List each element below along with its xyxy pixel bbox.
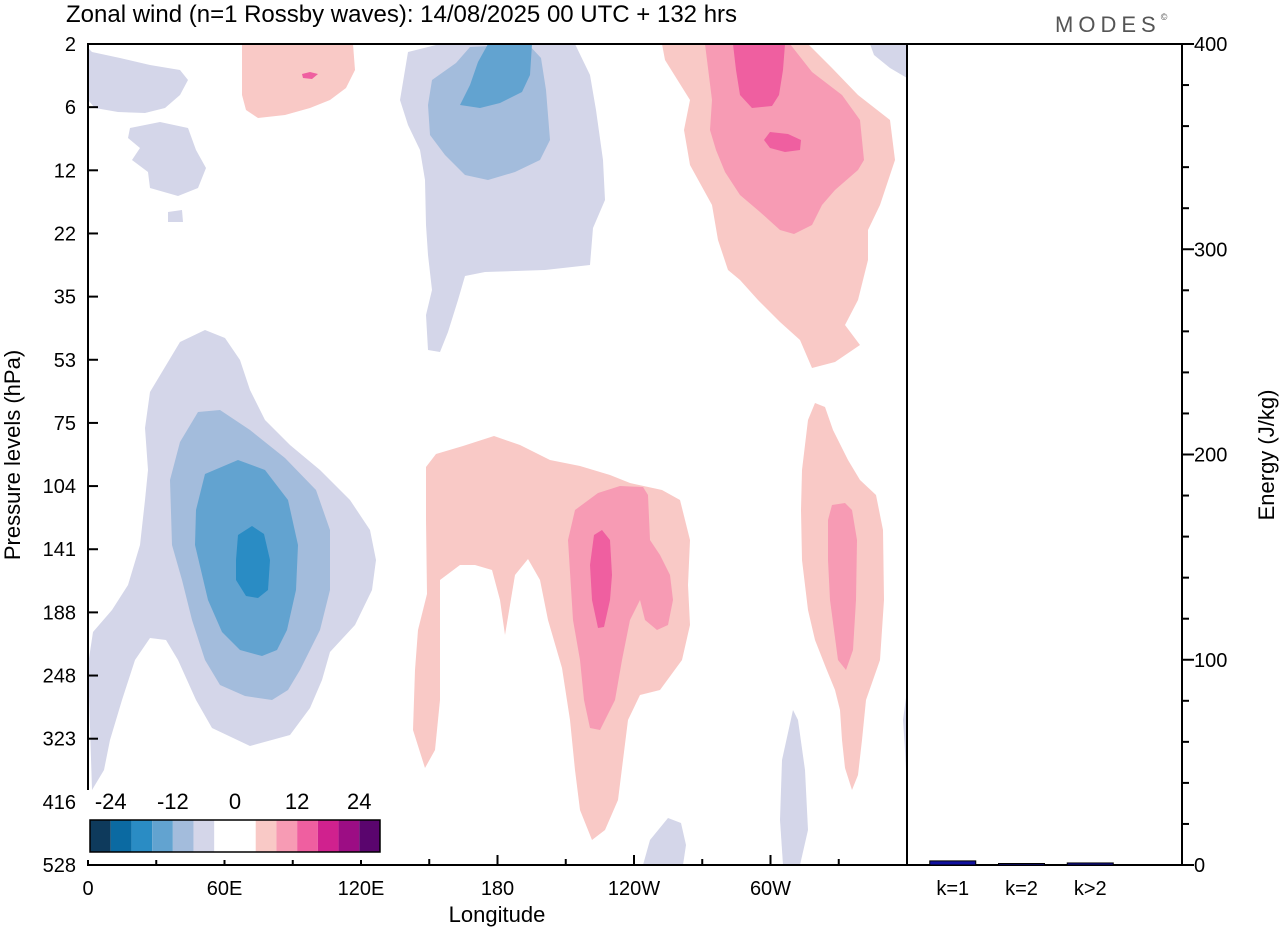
contour-cell	[460, 44, 532, 108]
energy-bar	[998, 863, 1045, 866]
y-tick-label: 528	[43, 855, 76, 877]
energy-bar	[929, 860, 977, 866]
colorbar-tick-label: -24	[95, 789, 127, 814]
energy-tick-label: 100	[1194, 650, 1227, 672]
colorbar-swatch	[255, 820, 277, 852]
contour-cell	[236, 526, 270, 598]
colorbar-swatch	[110, 820, 132, 852]
x-tick-label: 120E	[338, 878, 385, 900]
colorbar: -24 -12 0 12 24	[86, 789, 382, 860]
colorbar-swatch	[235, 820, 256, 852]
x-tick-label: 60E	[207, 878, 243, 900]
y-tick-label: 6	[65, 97, 76, 119]
y-tick-label: 22	[54, 223, 76, 245]
contour-cell	[590, 530, 612, 628]
energy-bar-label: k>2	[1074, 878, 1107, 900]
energy-axis: 0 100 200 300 400	[1182, 34, 1227, 877]
x-tick-label: 60W	[750, 878, 791, 900]
colorbar-swatch	[152, 820, 173, 852]
colorbar-swatch	[276, 820, 298, 852]
colorbar-tick-label: 12	[285, 789, 309, 814]
y-tick-label: 35	[54, 287, 76, 309]
colorbar-swatch	[297, 820, 318, 852]
brand-logo: MODES©	[1055, 12, 1172, 37]
x-tick-label: 120W	[608, 878, 660, 900]
contour-cell	[828, 503, 857, 670]
y-axis-label: Pressure levels (hPa)	[0, 350, 25, 560]
energy-tick-label: 0	[1194, 855, 1205, 877]
colorbar-frame	[89, 819, 381, 853]
colorbar-swatch	[193, 820, 215, 852]
colorbar-tick-label: -12	[157, 789, 189, 814]
y-tick-label: 323	[43, 729, 76, 751]
colorbar-swatch	[131, 820, 153, 852]
contour-field	[88, 44, 907, 865]
contour-cell	[870, 44, 907, 78]
y-tick-label: 188	[43, 602, 76, 624]
x-tick-label: 180	[481, 878, 514, 900]
colorbar-swatch	[172, 820, 194, 852]
y-tick-label: 75	[54, 413, 76, 435]
y-axis: 2 6 12 22 35 53 75 104 141 188 248 323 416 528	[43, 34, 98, 877]
energy-panel-frame	[906, 43, 1183, 866]
energy-tick-label: 400	[1194, 34, 1227, 56]
colorbar-swatch	[90, 820, 111, 852]
y-tick-label: 141	[43, 539, 76, 561]
brand-name: MODES	[1055, 12, 1161, 37]
colorbar-tick-label: 0	[229, 789, 241, 814]
contour-cell	[302, 72, 318, 79]
energy-bar-label: k=1	[936, 878, 969, 900]
contour-cell	[733, 44, 785, 108]
colorbar-swatch	[359, 820, 380, 852]
colorbar-swatch	[214, 820, 235, 852]
contour-cell	[242, 44, 355, 118]
energy-axis-label: Energy (J/kg)	[1254, 390, 1279, 521]
contour-cell	[168, 210, 183, 222]
energy-bar-label: k=2	[1005, 878, 1038, 900]
chart-title: Zonal wind (n=1 Rossby waves): 14/08/202…	[66, 1, 737, 28]
y-tick-label: 12	[54, 160, 76, 182]
brand-mark: ©	[1161, 12, 1173, 22]
y-tick-label: 248	[43, 666, 76, 688]
colorbar-swatch	[338, 820, 360, 852]
y-tick-label: 53	[54, 350, 76, 372]
x-axis: 0 60E 120E 180 120W 60W	[82, 855, 840, 900]
energy-bars: k=1 k=2 k>2	[929, 860, 1114, 900]
energy-tick-label: 200	[1194, 445, 1227, 467]
contour-cell	[88, 48, 188, 113]
energy-bar	[1066, 862, 1114, 866]
x-tick-label: 0	[82, 878, 93, 900]
contour-cell	[128, 122, 206, 196]
contour-cell	[780, 710, 808, 865]
colorbar-tick-label: 24	[347, 789, 371, 814]
y-tick-label: 104	[43, 476, 76, 498]
x-axis-label: Longitude	[449, 902, 546, 927]
contour-cell	[643, 818, 686, 865]
energy-tick-label: 300	[1194, 239, 1227, 261]
contour-cell	[764, 132, 801, 152]
y-tick-label: 416	[43, 792, 76, 814]
y-tick-label: 2	[65, 34, 76, 56]
colorbar-swatch	[317, 820, 339, 852]
contour-cell	[413, 436, 690, 840]
